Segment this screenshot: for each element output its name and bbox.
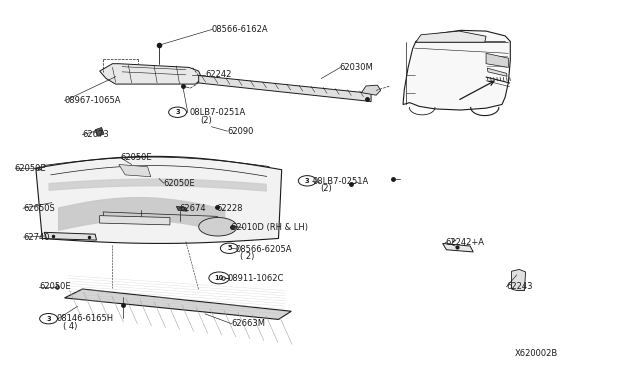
Polygon shape <box>443 243 473 252</box>
Text: 62740: 62740 <box>24 232 50 242</box>
Text: 62674: 62674 <box>179 204 206 213</box>
Text: 62050E: 62050E <box>39 282 70 291</box>
Text: 62010D (RH & LH): 62010D (RH & LH) <box>230 223 308 232</box>
Text: X620002B: X620002B <box>515 349 558 358</box>
Polygon shape <box>36 156 282 243</box>
Polygon shape <box>486 53 508 67</box>
Polygon shape <box>198 76 371 102</box>
Polygon shape <box>100 216 170 225</box>
Text: 62663M: 62663M <box>232 320 266 328</box>
Polygon shape <box>511 269 525 291</box>
Text: 08LB7-0251A: 08LB7-0251A <box>312 177 369 186</box>
Text: 62050E: 62050E <box>164 179 195 187</box>
Text: 62050E: 62050E <box>15 164 46 173</box>
Text: 62090: 62090 <box>227 126 254 136</box>
Text: 62650S: 62650S <box>23 204 55 213</box>
Text: 62673: 62673 <box>83 130 109 140</box>
Text: 10: 10 <box>214 275 224 281</box>
Polygon shape <box>403 31 510 110</box>
Polygon shape <box>100 64 202 84</box>
Text: 3: 3 <box>305 178 310 184</box>
Polygon shape <box>65 289 291 320</box>
Polygon shape <box>119 164 151 177</box>
Text: 62030M: 62030M <box>339 63 373 72</box>
Text: 08911-1062C: 08911-1062C <box>227 274 284 283</box>
Text: 08146-6165H: 08146-6165H <box>57 314 114 323</box>
Polygon shape <box>416 31 486 42</box>
Text: ( 4): ( 4) <box>63 321 77 331</box>
Text: 62242+A: 62242+A <box>445 238 484 247</box>
Text: 62243: 62243 <box>506 282 533 291</box>
Polygon shape <box>362 85 381 95</box>
Text: (2): (2) <box>320 185 332 193</box>
Text: 62228: 62228 <box>216 204 243 213</box>
Text: 3: 3 <box>46 316 51 322</box>
Text: (2): (2) <box>200 116 212 125</box>
Text: 62050E: 62050E <box>121 153 152 162</box>
Text: 62242: 62242 <box>205 70 232 79</box>
Text: 5: 5 <box>227 245 232 251</box>
Text: 3: 3 <box>175 109 180 115</box>
Text: 08LB7-0251A: 08LB7-0251A <box>189 108 245 117</box>
Text: 08566-6162A: 08566-6162A <box>211 25 268 34</box>
Polygon shape <box>44 232 97 240</box>
Text: ( 2): ( 2) <box>239 252 254 261</box>
Polygon shape <box>199 218 237 236</box>
Text: 08967-1065A: 08967-1065A <box>65 96 121 105</box>
Polygon shape <box>487 68 507 76</box>
Text: 08566-6205A: 08566-6205A <box>236 244 292 253</box>
Polygon shape <box>95 128 104 137</box>
Polygon shape <box>176 206 187 211</box>
